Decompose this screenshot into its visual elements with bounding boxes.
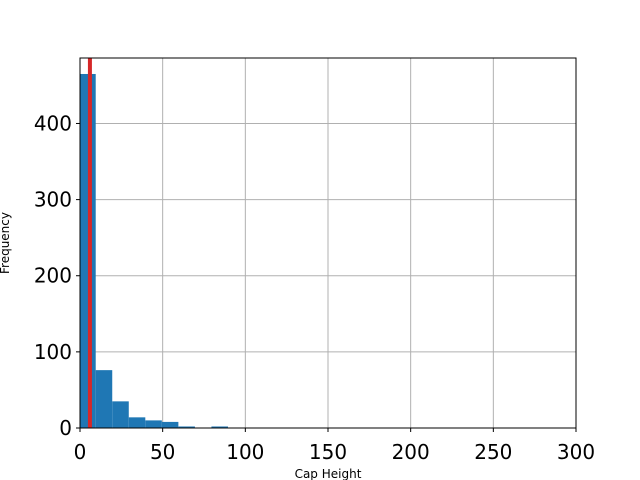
histogram-bar-0 [80,73,96,428]
x-tick-label: 0 [74,440,87,464]
histogram-bar-6 [178,426,195,428]
histogram-bar-4 [145,420,162,428]
x-tick-label: 200 [392,440,430,464]
histogram-bar-2 [112,401,129,428]
grid-layer [79,58,577,429]
x-tick-label: 100 [226,440,264,464]
x-tick-label: 50 [150,440,175,464]
y-tick-label: 400 [34,111,72,135]
y-tick-label: 0 [59,416,72,440]
histogram-bar-5 [161,421,179,428]
x-axis-label: Cap Height [295,467,362,480]
ticks-layer: 0 50 100 150 200 250 300 0 100 200 300 400 [34,111,595,464]
y-axis-label: Frequency [0,212,12,274]
y-tick-label: 300 [34,188,72,212]
histogram-bar-3 [128,417,146,428]
y-tick-label: 100 [34,340,72,364]
y-tick-label: 200 [34,264,72,288]
histogram-bar-1 [95,370,113,428]
x-tick-label: 300 [557,440,595,464]
x-tick-label: 150 [309,440,347,464]
x-tick-label: 250 [474,440,512,464]
histogram-bar-8 [211,426,228,428]
bars-layer [80,73,228,428]
